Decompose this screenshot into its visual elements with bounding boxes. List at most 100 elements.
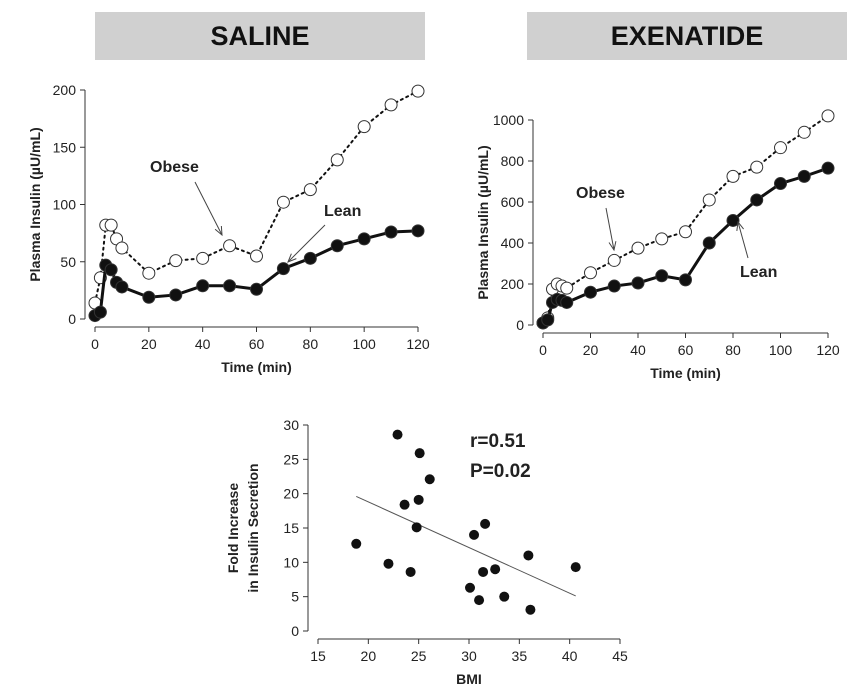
saline-arrow-head bbox=[287, 253, 297, 263]
bmi-y-tick-label: 30 bbox=[283, 417, 299, 433]
bmi-x-tick-label: 35 bbox=[512, 648, 528, 664]
saline-obese-point bbox=[196, 251, 210, 265]
exenatide-obese-point bbox=[821, 109, 835, 123]
bmi-scatter-point bbox=[480, 518, 491, 529]
saline-obese-point bbox=[169, 254, 183, 268]
saline-x-tick-label: 120 bbox=[406, 336, 430, 352]
saline-obese-point bbox=[357, 120, 371, 134]
saline-lean-point bbox=[104, 263, 118, 277]
bmi-scatter-point bbox=[392, 429, 403, 440]
exenatide-arrow-head bbox=[608, 241, 617, 252]
saline-arrow-head bbox=[214, 225, 223, 237]
exenatide-x-tick-label: 20 bbox=[583, 342, 599, 358]
exenatide-y-axis-label: Plasma Insulin (µU/mL) bbox=[475, 145, 491, 299]
bmi-scatter-point bbox=[478, 566, 489, 577]
saline-lean-point bbox=[142, 290, 156, 304]
saline-lean-point bbox=[276, 262, 290, 276]
saline-annotation-lean: Lean bbox=[324, 203, 361, 220]
exenatide-obese-point bbox=[702, 193, 716, 207]
exenatide-obese-point bbox=[607, 253, 621, 267]
saline-lean-point bbox=[384, 225, 398, 239]
saline-obese-point bbox=[223, 239, 237, 253]
bmi-x-tick-label: 45 bbox=[612, 648, 628, 664]
bmi-scatter-point bbox=[570, 562, 581, 573]
exenatide-obese-point bbox=[560, 281, 574, 295]
exenatide-lean-point bbox=[607, 279, 621, 293]
correlation-p-label: P=0.02 bbox=[470, 461, 531, 482]
bmi-scatter-point bbox=[383, 558, 394, 569]
saline-lean-point bbox=[330, 239, 344, 253]
bmi-trendline bbox=[356, 495, 576, 597]
exenatide-annotation-obese: Obese bbox=[576, 185, 625, 202]
bmi-scatter-point bbox=[525, 604, 536, 615]
saline-obese-point bbox=[142, 266, 156, 280]
exenatide-lean-point bbox=[726, 213, 740, 227]
exenatide-obese-point bbox=[584, 266, 597, 280]
bmi-scatter-point bbox=[523, 550, 534, 561]
bmi-x-axis-label: BMI bbox=[456, 671, 482, 687]
saline-obese-point bbox=[250, 249, 263, 263]
saline-y-tick-label: 0 bbox=[68, 311, 76, 327]
saline-obese-point bbox=[303, 183, 317, 197]
exenatide-y-tick-label: 600 bbox=[501, 194, 525, 210]
bmi-scatter-point bbox=[490, 564, 501, 575]
exenatide-obese-point bbox=[774, 141, 787, 155]
saline-arrow-shaft bbox=[287, 224, 326, 263]
bmi-x-tick-label: 25 bbox=[411, 648, 427, 664]
saline-y-tick-label: 100 bbox=[53, 197, 77, 213]
exenatide-x-tick-label: 60 bbox=[678, 342, 694, 358]
exenatide-lean-point bbox=[702, 236, 716, 250]
bmi-scatter-point bbox=[413, 494, 424, 505]
bmi-x-tick-label: 15 bbox=[310, 648, 326, 664]
exenatide-lean-point bbox=[679, 273, 692, 287]
exenatide-arrow-shaft bbox=[737, 221, 749, 259]
bmi-scatter-point bbox=[351, 538, 362, 549]
bmi-y-tick-label: 20 bbox=[283, 486, 299, 502]
bmi-y-tick-label: 25 bbox=[283, 451, 299, 467]
saline-lean-point bbox=[223, 279, 237, 293]
exenatide-lean-point bbox=[541, 313, 555, 327]
exenatide-y-tick-label: 400 bbox=[501, 235, 525, 251]
exenatide-lean-point bbox=[821, 161, 835, 175]
saline-arrow-shaft bbox=[194, 181, 223, 236]
exenatide-lean-point bbox=[584, 285, 597, 299]
bmi-y-tick-label: 0 bbox=[291, 623, 299, 639]
saline-obese-point bbox=[115, 241, 129, 255]
bmi-scatter-point bbox=[399, 499, 410, 510]
saline-y-tick-label: 200 bbox=[53, 82, 77, 98]
saline-x-tick-label: 60 bbox=[249, 336, 265, 352]
saline-x-tick-label: 80 bbox=[303, 336, 319, 352]
saline-obese-point bbox=[104, 218, 118, 232]
saline-x-tick-label: 20 bbox=[141, 336, 157, 352]
exenatide-obese-line bbox=[542, 114, 829, 324]
bmi-y-tick-label: 15 bbox=[283, 520, 299, 536]
exenatide-x-tick-label: 40 bbox=[630, 342, 646, 358]
exenatide-y-tick-label: 0 bbox=[516, 317, 524, 333]
bmi-y-tick-label: 5 bbox=[291, 589, 299, 605]
bmi-scatter-point bbox=[474, 595, 485, 606]
saline-title-banner: SALINE bbox=[95, 12, 425, 60]
saline-y-tick-label: 50 bbox=[60, 254, 76, 270]
exenatide-lean-point bbox=[797, 169, 811, 183]
saline-x-tick-label: 40 bbox=[195, 336, 211, 352]
saline-lean-point bbox=[357, 232, 371, 246]
bmi-scatter-point bbox=[499, 591, 510, 602]
exenatide-x-tick-label: 100 bbox=[769, 342, 793, 358]
saline-obese-point bbox=[276, 195, 290, 209]
exenatide-annotation-lean: Lean bbox=[740, 264, 777, 281]
exenatide-y-tick-label: 200 bbox=[501, 276, 525, 292]
exenatide-obese-point bbox=[797, 125, 811, 139]
exenatide-y-tick-label: 1000 bbox=[493, 112, 524, 128]
saline-y-tick-label: 150 bbox=[53, 139, 77, 155]
bmi-y-axis-label: in Insulin Secretion bbox=[245, 463, 261, 592]
exenatide-obese-point bbox=[631, 241, 645, 255]
bmi-scatter-point bbox=[424, 474, 435, 485]
saline-y-axis-label: Plasma Insulin (µU/mL) bbox=[27, 127, 43, 281]
exenatide-lean-point bbox=[750, 193, 764, 207]
exenatide-lean-point bbox=[655, 269, 669, 283]
exenatide-lean-point bbox=[774, 177, 787, 191]
exenatide-x-tick-label: 0 bbox=[539, 342, 547, 358]
exenatide-obese-point bbox=[750, 160, 764, 174]
saline-lean-point bbox=[411, 224, 425, 238]
saline-obese-point bbox=[330, 153, 344, 167]
